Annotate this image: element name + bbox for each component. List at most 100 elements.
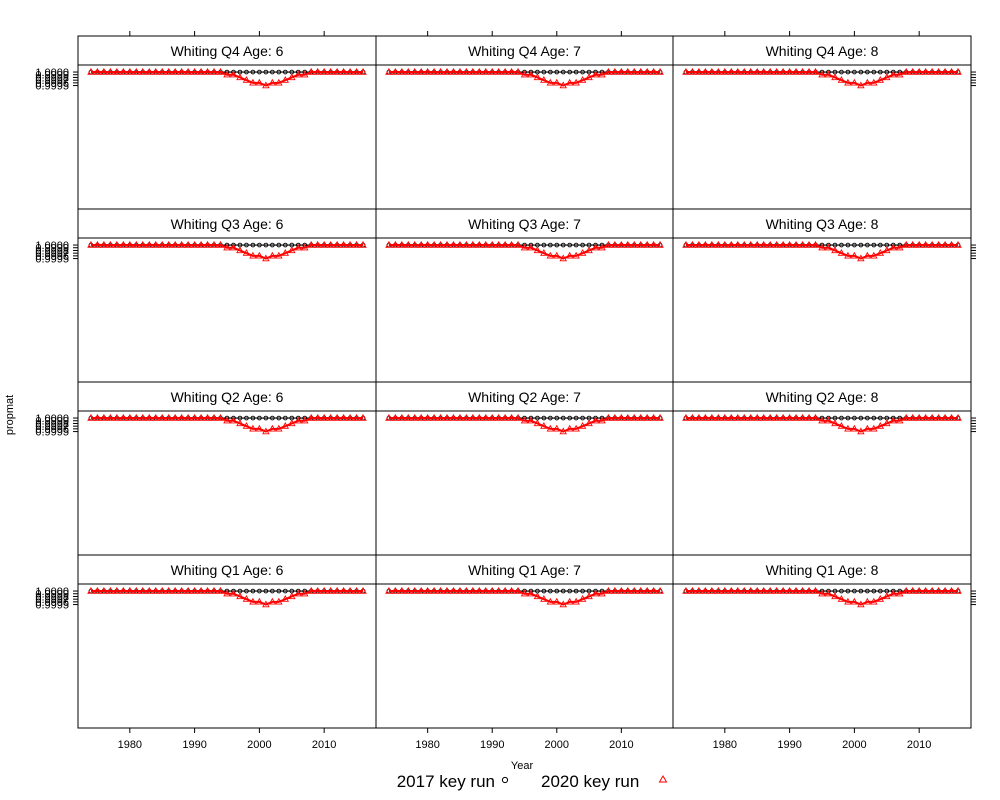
data-point-2017 [244,69,249,75]
data-point-2020 [197,240,205,248]
data-point-2020 [294,70,303,78]
data-point-2017 [276,415,282,421]
data-point-2020 [236,419,244,427]
data-point-2017 [263,415,269,421]
series-line-2020 [388,590,661,606]
data-point-2020 [682,586,690,594]
x-tick-label: 1990 [777,739,801,751]
data-point-2020 [158,586,166,594]
data-point-2020 [164,240,173,248]
data-point-2020 [811,586,820,594]
panel-r3-c1: Whiting Q1 Age: 7 [375,554,674,729]
data-point-2017 [282,415,288,421]
data-point-2020 [908,67,917,75]
data-point-2020 [520,243,529,251]
data-point-2020 [430,240,438,248]
y-tick-label: 1.0000 [35,240,69,252]
data-point-2020 [113,240,121,248]
data-point-2020 [559,254,568,262]
data-point-2020 [585,73,593,81]
x-tick-label: 1980 [415,739,439,751]
x-tick-label: 2000 [247,739,271,751]
data-point-2020 [792,240,800,248]
data-point-2020 [281,249,290,256]
data-point-2020 [346,413,354,421]
data-point-2020 [307,413,315,421]
y-tick-label: 1.0000 [35,586,69,598]
data-point-2017 [839,415,844,421]
data-point-2017 [541,588,547,594]
series-line-2020 [90,417,364,433]
x-tick-label: 1980 [713,739,737,751]
data-point-2020 [171,240,179,248]
data-point-2020 [553,597,561,605]
data-point-2020 [630,413,639,421]
data-point-2020 [171,67,179,75]
data-point-2020 [746,413,755,421]
data-point-2020 [792,67,800,75]
data-point-2017 [282,588,288,594]
data-point-2017 [244,588,249,594]
panel-strip [375,554,674,585]
x-axis-label: Year [511,760,534,772]
data-point-2020 [649,586,658,594]
data-point-2020 [850,251,859,259]
data-point-2020 [436,413,445,421]
data-point-2020 [695,586,703,594]
data-point-2020 [915,586,923,594]
data-point-2020 [275,424,283,432]
x-tick-label: 1990 [480,739,504,751]
series-line-2020 [388,71,661,87]
data-point-2020 [184,413,192,421]
x-tick-label: 2000 [842,739,866,751]
data-point-2020 [928,240,936,248]
data-point-2020 [106,240,115,248]
data-point-2020 [876,422,885,429]
data-point-2017 [257,242,262,248]
data-point-2020 [818,416,826,424]
data-point-2017 [580,415,585,421]
legend-marker-2020 [658,775,668,783]
data-point-2020 [456,67,464,75]
y-tick-label: 0.9995 [35,600,69,612]
data-point-2020 [404,240,413,248]
data-point-2020 [507,240,516,248]
data-point-2020 [398,586,406,594]
data-point-2020 [119,67,128,75]
panel-plot-area [375,64,674,210]
data-point-2020 [93,240,102,248]
data-point-2020 [805,240,813,248]
data-point-2020 [779,240,787,248]
data-point-2017 [257,588,262,594]
data-point-2020 [177,413,186,421]
data-point-2020 [559,600,568,608]
data-point-2017 [877,588,883,594]
data-point-2020 [481,413,490,421]
data-point-2020 [475,240,484,248]
data-point-2020 [727,240,736,248]
data-point-2020 [151,413,160,421]
data-point-2020 [423,586,432,594]
data-point-2020 [359,586,367,594]
data-point-2020 [785,413,794,421]
data-point-2020 [300,243,309,251]
data-point-2017 [560,69,566,75]
data-point-2020 [753,413,761,421]
data-point-2020 [895,70,904,78]
data-point-2020 [494,413,503,421]
data-point-2020 [210,240,218,248]
data-point-2020 [171,413,179,421]
panel-plot-area [77,583,377,729]
data-point-2020 [883,246,891,254]
data-point-2020 [417,67,425,75]
data-point-2017 [270,588,275,594]
data-point-2020 [391,413,400,421]
data-point-2020 [281,422,290,429]
data-point-2020 [785,67,794,75]
panel-plot-area [375,237,674,383]
data-point-2020 [824,416,833,424]
data-point-2020 [307,586,315,594]
y-tick-label: 1.0000 [35,67,69,79]
x-tick-label: 2010 [312,739,336,751]
panel-plot-area [77,410,377,556]
